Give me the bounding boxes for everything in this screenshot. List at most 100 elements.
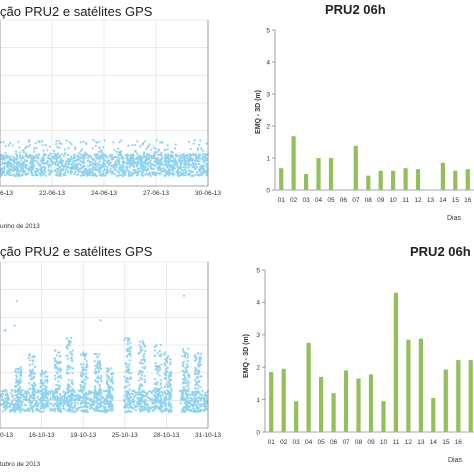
scatter-point: [13, 324, 16, 327]
scatter-point: [140, 403, 143, 406]
scatter-point: [7, 162, 10, 165]
scatter-point: [0, 154, 3, 157]
scatter-point: [166, 398, 169, 401]
scatter-point: [79, 160, 82, 163]
scatter-point: [47, 399, 50, 402]
scatter-point: [143, 151, 146, 154]
scatter-point: [163, 404, 166, 408]
scatter-point: [180, 395, 183, 399]
scatter-point: [138, 407, 141, 410]
scatter-point: [42, 372, 46, 375]
scatter-point: [38, 409, 41, 412]
scatter-point: [129, 372, 132, 375]
scatter-point: [166, 385, 169, 388]
scatter-point: [96, 169, 99, 172]
scatter-point: [132, 403, 135, 406]
scatter-point: [192, 142, 195, 145]
scatter-point: [16, 408, 19, 411]
scatter-point: [44, 168, 47, 172]
scatter-point: [19, 405, 22, 408]
x-tick-label: 19-10-13: [70, 432, 96, 439]
scatter-point: [15, 368, 18, 371]
scatter-point: [141, 171, 144, 174]
bar-05: [328, 158, 334, 190]
scatter-point: [45, 387, 48, 390]
scatter-point: [67, 161, 70, 164]
scatter-point: [104, 174, 107, 177]
scatter-point: [167, 401, 170, 404]
scatter-point: [30, 159, 33, 163]
bar-13: [418, 338, 423, 432]
scatter-point: [183, 405, 187, 408]
scatter-point: [168, 381, 171, 384]
scatter-point: [60, 173, 63, 176]
scatter-point: [205, 165, 208, 168]
scatter-point: [154, 399, 157, 403]
scatter-point: [198, 406, 201, 409]
scatter-point: [133, 407, 136, 410]
scatter-point: [158, 368, 162, 371]
scatter-point: [174, 143, 177, 146]
scatter-point: [99, 173, 102, 176]
scatter-point: [155, 406, 158, 409]
scatter-point: [107, 387, 110, 390]
scatter-point: [53, 410, 57, 413]
scatter-point: [15, 158, 18, 161]
scatter-point: [120, 139, 123, 142]
scatter-point: [186, 394, 189, 397]
scatter-point: [20, 389, 23, 392]
scatter-point: [170, 164, 173, 167]
scatter-point: [1, 399, 4, 402]
scatter-point: [20, 394, 23, 397]
scatter-point: [27, 408, 30, 411]
scatter-point: [167, 410, 170, 413]
x-tick-label: 12: [414, 197, 422, 204]
scatter-point: [160, 363, 163, 366]
scatter-point: [80, 155, 83, 158]
scatter-point: [176, 165, 179, 169]
scatter-point: [185, 371, 188, 374]
scatter-point: [99, 367, 102, 370]
scatter-point: [84, 170, 87, 173]
scatter-point: [42, 165, 45, 169]
scatter-point: [94, 368, 97, 371]
scatter-point: [156, 372, 159, 375]
scatter-point: [160, 167, 163, 170]
scatter-point: [148, 171, 151, 174]
scatter-point: [32, 355, 35, 358]
scatter-point: [94, 392, 97, 395]
scatter-point: [72, 161, 75, 164]
x-tick-label: 08: [365, 197, 373, 204]
scatter-point: [43, 152, 46, 155]
scatter-point: [33, 375, 36, 378]
scatter-point: [199, 355, 202, 358]
scatter-point: [180, 168, 183, 172]
scatter-point: [106, 410, 109, 413]
scatter-point: [17, 392, 20, 395]
scatter-point: [109, 170, 112, 173]
scatter-point: [175, 170, 178, 173]
scatter-point: [15, 378, 18, 381]
scatter-point: [82, 158, 85, 161]
scatter-point: [152, 157, 155, 160]
scatter-point: [67, 372, 70, 375]
scatter-point: [147, 157, 150, 160]
scatter-point: [25, 160, 28, 163]
bar-14: [431, 398, 436, 432]
scatter-point: [164, 148, 167, 151]
scatter-point: [97, 367, 100, 370]
scatter-point: [156, 171, 159, 174]
scatter-point: [39, 382, 42, 385]
scatter-point: [29, 388, 32, 391]
scatter-point: [70, 157, 73, 160]
scatter-point: [55, 155, 58, 158]
scatter-point: [44, 399, 48, 402]
scatter-point: [204, 392, 207, 395]
scatter-point: [1, 393, 4, 396]
scatter-point: [16, 164, 19, 167]
scatter-point: [64, 161, 67, 164]
scatter-point: [155, 383, 158, 386]
scatter-point: [201, 153, 204, 156]
scatter-point: [154, 344, 157, 347]
